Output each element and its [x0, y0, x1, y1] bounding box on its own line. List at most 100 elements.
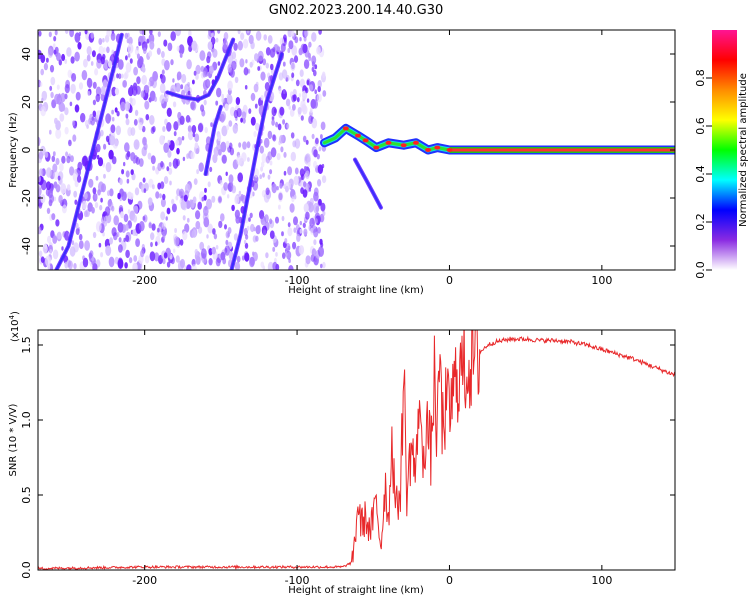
noise-speckle — [50, 76, 56, 86]
x-tick-label: 0 — [446, 274, 453, 287]
noise-speckle — [267, 261, 274, 270]
noise-speckle — [292, 88, 297, 97]
noise-speckle — [202, 70, 207, 78]
noise-speckle — [52, 249, 59, 260]
noise-speckle — [98, 181, 104, 193]
noise-speckle — [244, 252, 250, 262]
noise-speckle — [235, 215, 240, 224]
noise-speckle — [296, 97, 300, 103]
noise-speckle — [322, 261, 326, 269]
noise-speckle — [240, 117, 244, 123]
noise-speckle — [94, 68, 99, 76]
noise-speckle — [193, 70, 197, 76]
noise-speckle — [53, 196, 57, 202]
noise-speckle — [94, 202, 99, 209]
noise-speckle — [91, 50, 96, 58]
noise-speckle — [108, 60, 112, 68]
noise-speckle — [320, 121, 326, 131]
noise-speckle — [133, 158, 136, 164]
noise-speckle — [61, 155, 66, 164]
noise-speckle — [107, 199, 112, 207]
noise-speckle — [217, 30, 221, 34]
noise-speckle — [109, 237, 113, 245]
noise-speckle — [224, 103, 229, 111]
noise-speckle — [166, 122, 172, 132]
noise-speckle — [262, 229, 267, 236]
noise-speckle — [220, 251, 226, 261]
noise-speckle — [187, 130, 194, 141]
noise-speckle — [192, 79, 195, 85]
trace-hotspot — [400, 143, 407, 148]
noise-speckle — [206, 234, 209, 239]
noise-speckle — [301, 173, 305, 180]
noise-speckle — [291, 196, 295, 203]
noise-speckle — [96, 59, 102, 69]
noise-speckle — [260, 166, 264, 172]
noise-speckle — [60, 183, 67, 195]
noise-speckle — [315, 218, 318, 224]
colorbar-tick-label: 0.6 — [694, 117, 707, 135]
noise-speckle — [40, 256, 45, 264]
noise-speckle — [303, 36, 307, 42]
noise-speckle — [286, 123, 290, 129]
noise-speckle — [289, 108, 295, 117]
noise-speckle — [278, 192, 283, 201]
noise-speckle — [276, 46, 281, 53]
noise-speckle — [56, 94, 62, 105]
noise-speckle — [288, 40, 294, 50]
noise-speckle — [171, 203, 177, 213]
noise-speckle — [311, 133, 315, 140]
noise-speckle — [151, 223, 156, 231]
noise-speckle — [106, 46, 110, 54]
noise-speckle — [61, 246, 64, 251]
noise-speckle — [144, 86, 149, 94]
noise-speckle — [275, 216, 279, 224]
noise-speckle — [302, 189, 308, 198]
noise-speckle — [182, 201, 188, 211]
noise-speckle — [82, 257, 89, 268]
noise-speckle — [165, 216, 168, 221]
noise-speckle — [111, 116, 115, 122]
noise-speckle — [322, 210, 326, 216]
noise-speckle — [309, 107, 313, 113]
noise-speckle — [199, 241, 205, 251]
noise-speckle — [109, 188, 114, 197]
noise-speckle — [227, 194, 230, 199]
noise-speckle — [134, 187, 140, 196]
noise-speckle — [232, 123, 238, 134]
noise-speckle — [191, 40, 198, 51]
noise-speckle — [166, 107, 172, 118]
noise-speckle — [111, 205, 115, 212]
noise-speckle — [64, 230, 70, 241]
x-tick-label: 100 — [591, 274, 612, 287]
noise-speckle — [80, 112, 86, 123]
noise-speckle — [71, 240, 75, 246]
noise-speckle — [311, 32, 317, 42]
noise-speckle — [279, 106, 285, 116]
noise-speckle — [198, 162, 204, 172]
noise-speckle — [116, 110, 120, 117]
noise-speckle — [99, 129, 104, 137]
noise-speckle — [231, 185, 237, 194]
noise-speckle — [292, 94, 297, 102]
noise-speckle — [226, 93, 230, 100]
noise-speckle — [102, 38, 105, 43]
noise-speckle — [210, 30, 214, 34]
frequency-traces — [54, 32, 675, 270]
noise-speckle — [243, 67, 249, 76]
trace-hotspot — [362, 138, 369, 143]
noise-speckle — [222, 39, 229, 50]
noise-speckle — [212, 48, 218, 58]
noise-speckle — [255, 122, 260, 131]
noise-speckle — [203, 206, 209, 217]
noise-speckle — [287, 182, 292, 189]
noise-speckle — [276, 186, 279, 191]
noise-speckle — [88, 252, 93, 259]
noise-speckle — [55, 128, 62, 139]
noise-speckle — [95, 221, 102, 232]
noise-speckle — [143, 142, 148, 151]
noise-speckle — [84, 30, 88, 35]
noise-speckle — [300, 115, 304, 121]
noise-speckle — [181, 136, 185, 141]
noise-speckle — [242, 38, 249, 49]
